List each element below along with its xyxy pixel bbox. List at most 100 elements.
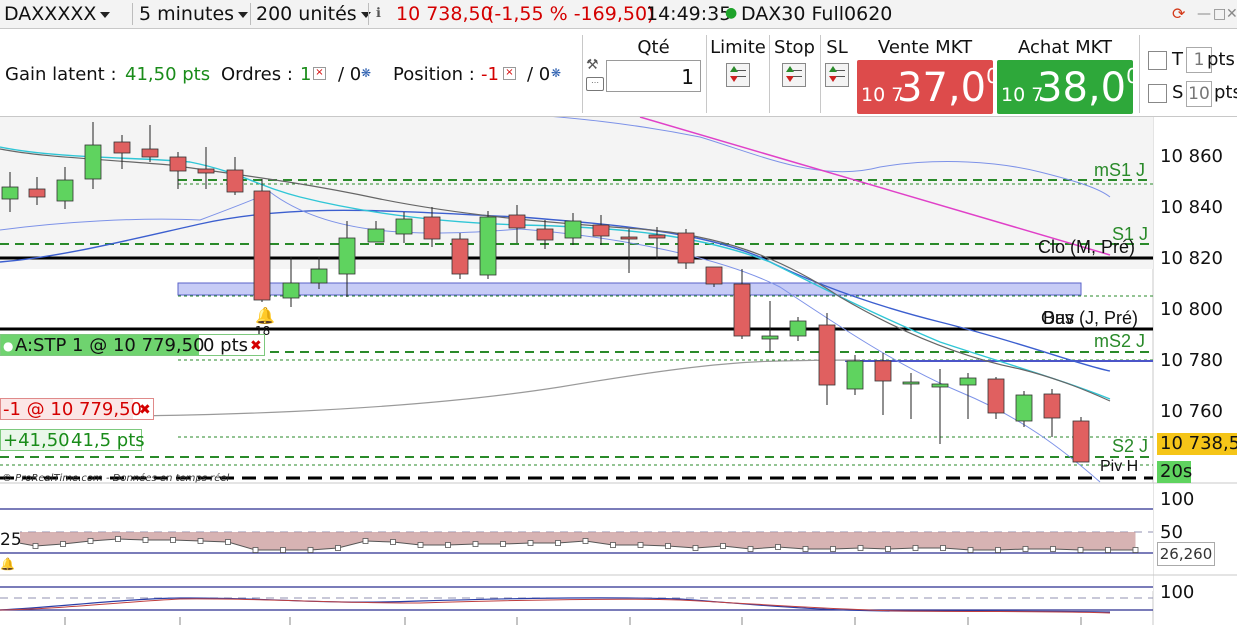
candle	[874, 360, 892, 382]
stop-order-icon[interactable]	[782, 63, 806, 87]
gain-latent-label: Gain latent :	[5, 64, 117, 85]
piv-label: Piv H	[1100, 458, 1138, 475]
s2-label: S2 J	[1112, 436, 1148, 456]
indicator1-area	[8, 532, 1136, 550]
indicator1-point	[362, 538, 369, 544]
sell-mkt-label: Vente MKT	[877, 37, 973, 58]
y-tick: 10 840	[1160, 197, 1223, 218]
candle	[451, 238, 469, 275]
indicator1-point	[857, 545, 864, 551]
stop-loss-order-icon[interactable]	[825, 63, 849, 87]
quantity-input[interactable]: 1	[606, 60, 701, 92]
stop-order-pts: 0 pts	[203, 335, 249, 356]
divider	[368, 3, 369, 25]
close-icon[interactable]: ✕	[1226, 6, 1237, 22]
indicator1-point	[142, 537, 149, 543]
cancel-orders-icon[interactable]: ×	[311, 64, 326, 85]
close-position-chart-icon[interactable]: ✖	[139, 402, 151, 418]
instrument-label: DAXXXXX	[4, 3, 97, 25]
sl-label: SL	[826, 37, 848, 58]
buy-mkt-label: Achat MKT	[1017, 37, 1113, 58]
price-chart[interactable]: 🔔 18 © ProRealTime.com - Données en temp…	[0, 117, 1237, 625]
orders-count: 1	[300, 64, 312, 85]
market-open-icon: ●	[725, 5, 738, 21]
buy-price-fraction: 0	[1126, 64, 1139, 88]
stop-pts-label: pts	[1214, 82, 1237, 103]
indicator1-point	[60, 541, 66, 547]
units-select[interactable]: 200 unités	[256, 0, 371, 28]
refresh-icon[interactable]: ⟳	[1172, 4, 1186, 23]
stop-label: Stop	[774, 37, 815, 58]
divider	[582, 35, 583, 113]
candle	[818, 324, 836, 386]
indicator1-point	[1105, 547, 1111, 553]
indicator1-point	[582, 538, 589, 544]
candle	[479, 216, 497, 276]
candle	[169, 156, 187, 172]
pnl-pts: 41,5 pts	[71, 430, 145, 451]
divider	[132, 3, 133, 25]
ms2-label: mS2 J	[1094, 331, 1145, 351]
indicator1-point	[170, 537, 176, 543]
indicator1-point	[885, 546, 891, 552]
candle	[253, 190, 271, 301]
indicator1-points	[5, 536, 1139, 553]
position-label-chart: -1 @ 10 779,50	[3, 399, 142, 420]
candle	[310, 268, 328, 284]
indicator1-left-value: 25	[0, 529, 22, 551]
trailing-checkbox[interactable]	[1148, 51, 1167, 70]
indicator1-point	[527, 540, 534, 546]
buy-price-main: 38,0	[1037, 65, 1127, 111]
position-tag[interactable]: -1 @ 10 779,50 ✖	[0, 398, 154, 420]
minimize-icon[interactable]: —	[1197, 6, 1211, 22]
info-icon[interactable]: ℹ	[376, 6, 381, 21]
candle	[282, 282, 300, 299]
stop-order-tag[interactable]: ● A:STP 1 @ 10 779,50 0 pts ✖	[0, 334, 265, 356]
timeframe-select[interactable]: 5 minutes	[139, 0, 249, 28]
chevron-down-icon	[100, 11, 111, 18]
candle	[987, 378, 1005, 414]
candle	[1043, 393, 1061, 419]
sell-market-button[interactable]: 10 7 37,00	[857, 60, 999, 114]
cancel-stop-icon[interactable]: ✖	[250, 338, 262, 354]
candle	[846, 360, 864, 390]
indicator-alert-bell-icon[interactable]: 🔔	[0, 557, 15, 571]
stop-checkbox[interactable]	[1148, 84, 1167, 103]
candle	[28, 188, 46, 198]
indicator1-point	[417, 542, 424, 548]
bollinger-upper-line	[553, 117, 1111, 198]
sell-price-main: 37,0	[897, 65, 987, 111]
buy-market-button[interactable]: 10 7 38,00	[997, 60, 1139, 114]
divider	[820, 35, 821, 113]
indicator1-point	[967, 547, 974, 553]
s1-label: S1 J	[1112, 224, 1148, 244]
wrench-icon[interactable]: ⚒	[586, 57, 599, 73]
candle	[733, 283, 751, 337]
instrument-select[interactable]: DAXXXXX	[4, 0, 111, 28]
divider	[1139, 35, 1140, 113]
candle	[677, 232, 695, 264]
alert-bell-icon[interactable]: 🔔	[255, 306, 275, 325]
sell-price-fraction: 0	[986, 64, 999, 88]
close-position-icon[interactable]: ×	[501, 64, 516, 85]
trailing-points-input[interactable]: 1	[1186, 47, 1212, 73]
limit-order-icon[interactable]	[726, 63, 750, 87]
limit-label: Limite	[710, 37, 766, 58]
stop-points-input[interactable]: 10	[1186, 81, 1212, 107]
indicator1-point	[307, 547, 314, 553]
indicator1-point	[940, 545, 946, 551]
indicator1-point	[115, 536, 121, 542]
divider	[769, 35, 770, 113]
candle	[1, 186, 19, 200]
keyboard-icon[interactable]: ⋯	[586, 77, 604, 91]
fast-ma-line	[0, 146, 1111, 400]
gear-icon[interactable]: ❋	[361, 66, 372, 80]
qty-label: Qté	[637, 37, 670, 58]
gear-icon[interactable]: ❋	[551, 66, 562, 80]
clo-label: Clo (M, Pré)	[1038, 237, 1135, 257]
maximize-icon[interactable]: □	[1213, 6, 1227, 22]
watermark: © ProRealTime.com - Données en temps rée…	[2, 472, 230, 484]
order-panel: Gain latent : 41,50 pts Ordres : 1 × / 0…	[0, 29, 1237, 117]
drag-handle-icon[interactable]: ●	[3, 339, 14, 353]
candle	[902, 381, 920, 385]
